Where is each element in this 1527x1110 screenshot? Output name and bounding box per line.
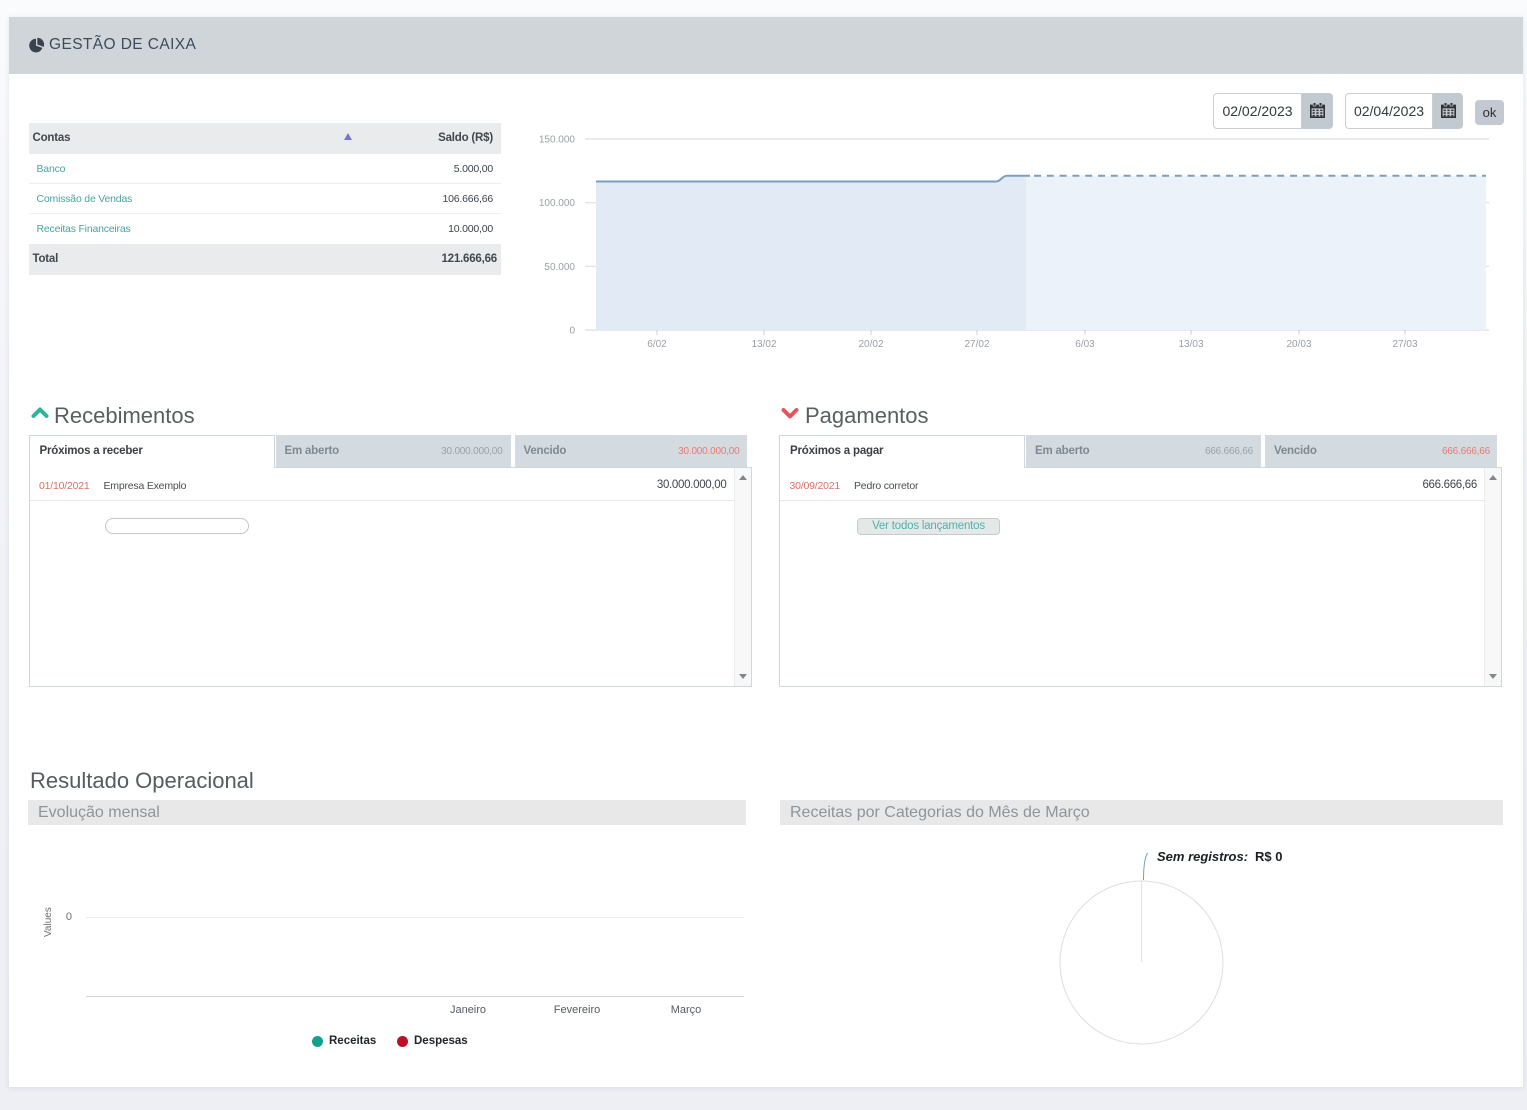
- svg-text:6/02: 6/02: [647, 339, 667, 350]
- svg-text:6/03: 6/03: [1075, 339, 1095, 350]
- svg-text:Sem registros:: Sem registros:: [1157, 849, 1248, 864]
- svg-text:R$ 0: R$ 0: [1255, 849, 1282, 864]
- svg-text:27/02: 27/02: [964, 339, 989, 350]
- svg-text:150.000: 150.000: [539, 135, 576, 146]
- svg-text:20/03: 20/03: [1286, 339, 1311, 350]
- svg-text:0: 0: [569, 326, 575, 337]
- svg-text:13/02: 13/02: [751, 339, 776, 350]
- svg-text:27/03: 27/03: [1392, 339, 1417, 350]
- svg-text:13/03: 13/03: [1178, 339, 1203, 350]
- svg-text:50.000: 50.000: [544, 262, 575, 273]
- svg-text:20/02: 20/02: [858, 339, 883, 350]
- svg-text:100.000: 100.000: [539, 198, 576, 209]
